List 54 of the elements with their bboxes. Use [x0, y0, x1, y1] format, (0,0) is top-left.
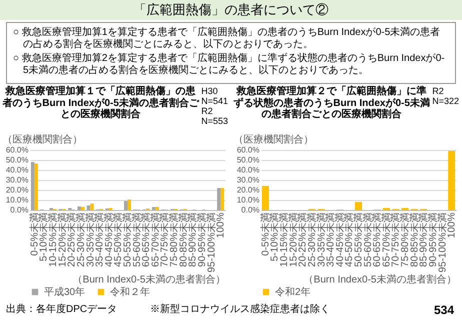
text: ○ 救急医療管理加算2を算定する患者で「広範囲熱傷」に準ずる状態の患者のうちBurn Indexが0-5未満の患者の占める割合を医療機関ごとにみると、以下のとおりであった。	[13, 53, 446, 77]
text: 「広範囲熱傷」の患者について②	[0, 0, 462, 20]
source-note: 出典：各年度DPCデータ	[6, 303, 118, 317]
y-tick-label: 20.0%	[6, 186, 28, 194]
chart-title: 救急医療管理加算２で「広範囲熱傷」に準ずる状態の患者のうちBurn Indexが0-5未満の患者割合ごとの医療機関割合	[232, 86, 431, 120]
legend-label: 平成30年	[44, 286, 86, 298]
y-tick-label: 30.0%	[236, 176, 260, 184]
legend-label: 令和２年	[110, 286, 150, 298]
y-tick-label: 40.0%	[6, 166, 28, 174]
y-tick-label: 0.0%	[241, 206, 260, 214]
text: H30	[201, 86, 219, 96]
x-axis-title: （Burn Index0-5未満の患者割合）	[304, 274, 456, 286]
bar	[155, 207, 159, 210]
y-tick-label: 10.0%	[6, 196, 28, 204]
bar	[220, 188, 224, 210]
text: N=541	[201, 96, 228, 106]
y-tick-label: 0.0%	[10, 206, 28, 214]
bar	[262, 186, 269, 210]
y-tick-label: 50.0%	[6, 156, 28, 164]
y-tick-label: 40.0%	[236, 166, 260, 174]
y-tick-label: 50.0%	[236, 156, 260, 164]
y-axis-title: （医療機関割合）	[234, 134, 314, 146]
y-tick-label: 20.0%	[236, 186, 260, 194]
bar	[30, 162, 34, 210]
text: ○ 救急医療管理加算1を算定する患者で「広範囲熱傷」の患者のうちBurn Indexが0-5未満の患者の占める割合を医療機関ごとにみると、以下のとおりであった。	[13, 27, 442, 51]
text: ※新型コロナウイルス感染症患者は除く	[150, 303, 330, 317]
chart-title: 救急医療管理加算１で「広範囲熱傷」の患者のうちBurn Indexが0-5未満の患者割合ごとの医療機関割合	[1, 86, 200, 120]
x-tick-label: 100%	[446, 212, 458, 238]
bar	[128, 200, 131, 210]
text: R2	[432, 86, 445, 96]
text: 534	[434, 303, 454, 317]
bar	[152, 207, 156, 210]
bar	[217, 188, 221, 210]
bar	[355, 202, 362, 210]
bar	[77, 206, 81, 210]
bar	[80, 207, 84, 210]
x-tick-label: 95-100%未満	[205, 212, 218, 273]
x-tick-label: 95-100%未満	[436, 212, 448, 273]
bar	[90, 204, 94, 210]
y-axis-title: （医療機関割合）	[2, 134, 82, 146]
x-axis-title: （Burn Index0-5未満の患者割合）	[72, 274, 226, 286]
text: R2	[201, 106, 214, 116]
legend-label: 令和2年	[275, 286, 311, 298]
text: N=553	[201, 116, 228, 126]
text: N=322	[432, 96, 459, 106]
bar	[34, 164, 38, 210]
y-tick-label: 10.0%	[236, 196, 260, 204]
y-tick-label: 60.0%	[6, 146, 28, 154]
y-tick-label: 30.0%	[6, 176, 28, 184]
bar	[86, 206, 90, 210]
y-tick-label: 60.0%	[236, 146, 260, 154]
x-tick-label: 100%	[216, 212, 227, 238]
bar	[124, 201, 128, 210]
bar	[448, 151, 456, 210]
